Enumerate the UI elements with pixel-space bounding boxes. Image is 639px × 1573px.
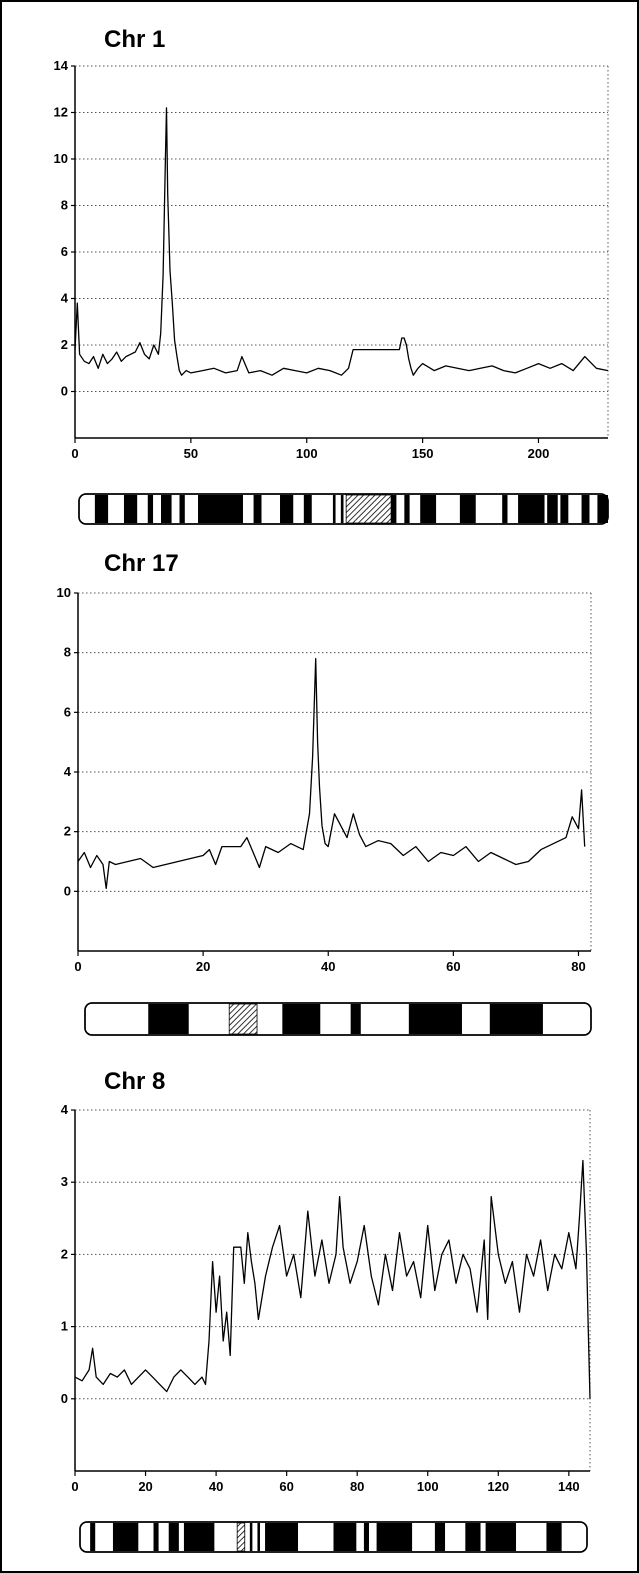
dark-band	[434, 1523, 446, 1551]
y-tick-label: 4	[61, 291, 69, 306]
dark-band	[363, 1523, 369, 1551]
series-line	[74, 1159, 591, 1399]
chart-title-chr17: Chr 17	[104, 550, 179, 577]
chart-title-chr8: Chr 8	[104, 1068, 166, 1095]
dark-band	[160, 495, 172, 523]
dark-band	[581, 495, 590, 523]
centromere-band	[345, 494, 392, 524]
y-tick-label: 3	[61, 1174, 68, 1189]
dark-band	[280, 495, 294, 523]
y-tick-label: 6	[61, 244, 68, 259]
dark-band	[391, 495, 397, 523]
dark-band	[94, 495, 109, 523]
x-tick-label: 140	[558, 1479, 580, 1494]
ideogram-border	[84, 1002, 592, 1036]
x-tick-label: 100	[296, 446, 318, 461]
ideogram-border	[78, 493, 609, 525]
x-tick-label: 60	[279, 1479, 293, 1494]
y-tick-label: 4	[64, 764, 72, 779]
dark-band	[404, 495, 410, 523]
x-tick-label: 60	[446, 959, 460, 974]
dark-band	[112, 1523, 139, 1551]
dark-band	[249, 1523, 253, 1551]
centromere-band	[236, 1522, 246, 1552]
dark-band	[168, 1523, 179, 1551]
x-tick-label: 150	[412, 446, 434, 461]
dark-band	[420, 495, 437, 523]
dark-band	[332, 495, 336, 523]
dark-band	[183, 1523, 215, 1551]
x-tick-label: 20	[196, 959, 210, 974]
series-line	[77, 657, 586, 890]
dark-band	[547, 495, 558, 523]
chart-chr17: 0 2 4 6 8 10 0 20 40 60 80	[57, 585, 592, 974]
dark-band	[253, 495, 262, 523]
dark-band	[90, 1523, 96, 1551]
x-tick-label: 20	[138, 1479, 152, 1494]
dark-band	[546, 1523, 562, 1551]
x-tick-label: 0	[71, 1479, 78, 1494]
x-tick-label: 40	[209, 1479, 223, 1494]
y-tick-label: 6	[64, 704, 71, 719]
dark-band	[148, 1004, 189, 1034]
ideogram-chr1	[78, 493, 609, 525]
y-tick-label: 8	[61, 198, 68, 213]
series-line	[74, 107, 609, 376]
y-tick-label: 0	[61, 384, 68, 399]
dark-band	[123, 495, 138, 523]
y-tick-label: 10	[57, 585, 71, 600]
y-tick-label: 8	[64, 645, 71, 660]
dark-band	[147, 495, 154, 523]
y-tick-label: 12	[54, 105, 68, 120]
dark-band	[350, 1004, 361, 1034]
dark-band	[153, 1523, 159, 1551]
dark-band	[408, 1004, 462, 1034]
dark-band	[376, 1523, 413, 1551]
y-tick-label: 2	[61, 337, 68, 352]
dark-band	[485, 1523, 517, 1551]
x-tick-label: 80	[571, 959, 585, 974]
x-tick-label: 0	[71, 446, 78, 461]
centromere-band	[228, 1003, 258, 1035]
ideogram-border	[79, 1521, 588, 1553]
x-tick-label: 80	[350, 1479, 364, 1494]
x-tick-label: 100	[417, 1479, 439, 1494]
x-tick-label: 0	[74, 959, 81, 974]
dark-band	[465, 1523, 481, 1551]
dark-band	[459, 495, 476, 523]
x-tick-label: 50	[184, 446, 198, 461]
ideogram-chr17	[84, 1002, 592, 1036]
x-tick-label: 40	[321, 959, 335, 974]
dark-band	[560, 495, 569, 523]
dark-band	[179, 495, 185, 523]
ideogram-chr8	[79, 1521, 588, 1553]
dark-band	[257, 1523, 260, 1551]
x-tick-label: 200	[528, 446, 550, 461]
dark-band	[340, 495, 344, 523]
dark-band	[265, 1523, 299, 1551]
dark-band	[518, 495, 545, 523]
y-tick-label: 2	[64, 824, 71, 839]
y-tick-label: 1	[61, 1319, 68, 1334]
chart-chr1: 0 2 4 6 8 10 12 14 0 50 100 150 200	[54, 58, 609, 461]
y-tick-label: 14	[54, 58, 69, 73]
dark-band	[198, 495, 243, 523]
x-tick-label: 120	[487, 1479, 509, 1494]
dark-band	[597, 495, 608, 523]
y-tick-label: 10	[54, 151, 68, 166]
y-tick-label: 0	[61, 1391, 68, 1406]
dark-band	[502, 495, 508, 523]
dark-band	[333, 1523, 357, 1551]
y-tick-label: 0	[64, 883, 71, 898]
dark-band	[303, 495, 312, 523]
dark-band	[489, 1004, 543, 1034]
y-tick-label: 4	[61, 1102, 69, 1117]
dark-band	[282, 1004, 321, 1034]
y-tick-label: 2	[61, 1246, 68, 1261]
chart-title-chr1: Chr 1	[104, 26, 166, 53]
